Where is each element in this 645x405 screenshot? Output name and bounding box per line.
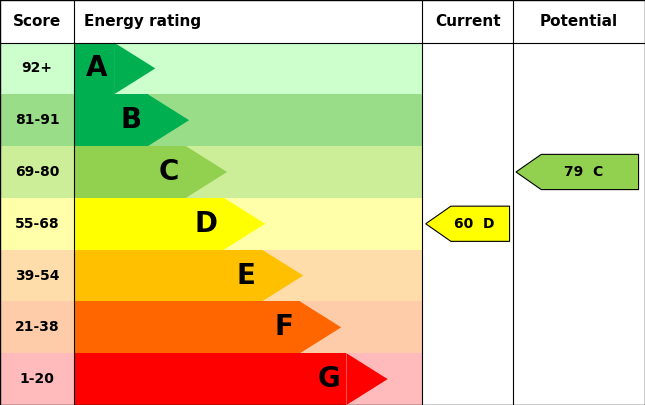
Text: 69-80: 69-80 (15, 165, 59, 179)
Text: 60  D: 60 D (453, 217, 494, 231)
Bar (0, 249, 422, 301)
Text: Potential: Potential (540, 14, 618, 29)
Polygon shape (346, 353, 388, 405)
Text: 39-54: 39-54 (15, 269, 59, 283)
Polygon shape (426, 206, 510, 241)
Bar (74, 249, 262, 301)
Polygon shape (114, 43, 155, 94)
Bar (0, 43, 422, 94)
Text: F: F (275, 313, 293, 341)
Text: 55-68: 55-68 (15, 217, 59, 231)
Text: Current: Current (435, 14, 501, 29)
Text: B: B (120, 106, 141, 134)
Text: 21-38: 21-38 (15, 320, 59, 334)
Text: 81-91: 81-91 (15, 113, 59, 127)
Bar (74, 198, 224, 249)
Text: D: D (194, 210, 217, 238)
Polygon shape (262, 249, 303, 301)
Polygon shape (148, 94, 189, 146)
Bar (0, 198, 422, 249)
Text: 92+: 92+ (21, 62, 53, 75)
Polygon shape (224, 198, 265, 249)
Polygon shape (300, 301, 341, 353)
Polygon shape (516, 154, 639, 190)
Text: 79  C: 79 C (564, 165, 603, 179)
Text: E: E (237, 262, 255, 290)
Bar (74, 94, 148, 146)
Bar (74, 353, 346, 405)
Bar (0, 353, 422, 405)
Bar (0, 301, 422, 353)
Polygon shape (186, 146, 227, 198)
Bar (74, 146, 186, 198)
Text: 1-20: 1-20 (19, 372, 55, 386)
Text: C: C (159, 158, 179, 186)
Text: Score: Score (13, 14, 61, 29)
Bar (74, 301, 300, 353)
Text: Energy rating: Energy rating (84, 14, 201, 29)
Text: G: G (317, 365, 340, 393)
Bar (74, 43, 114, 94)
Bar (0, 146, 422, 198)
Text: A: A (86, 54, 108, 82)
Bar (0, 94, 422, 146)
